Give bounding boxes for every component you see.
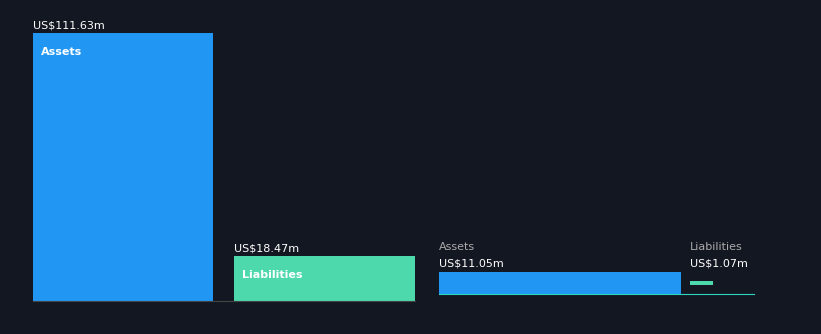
FancyBboxPatch shape (234, 257, 415, 301)
Text: Liabilities: Liabilities (242, 270, 303, 280)
FancyBboxPatch shape (33, 33, 213, 301)
Text: Liabilities: Liabilities (690, 242, 742, 252)
Text: US$11.05m: US$11.05m (439, 259, 504, 269)
Text: US$18.47m: US$18.47m (234, 243, 299, 253)
Text: Assets: Assets (439, 242, 475, 252)
FancyBboxPatch shape (690, 281, 713, 285)
Text: US$111.63m: US$111.63m (33, 20, 104, 30)
Text: Assets: Assets (41, 47, 82, 57)
FancyBboxPatch shape (439, 272, 681, 294)
Text: US$1.07m: US$1.07m (690, 259, 747, 269)
